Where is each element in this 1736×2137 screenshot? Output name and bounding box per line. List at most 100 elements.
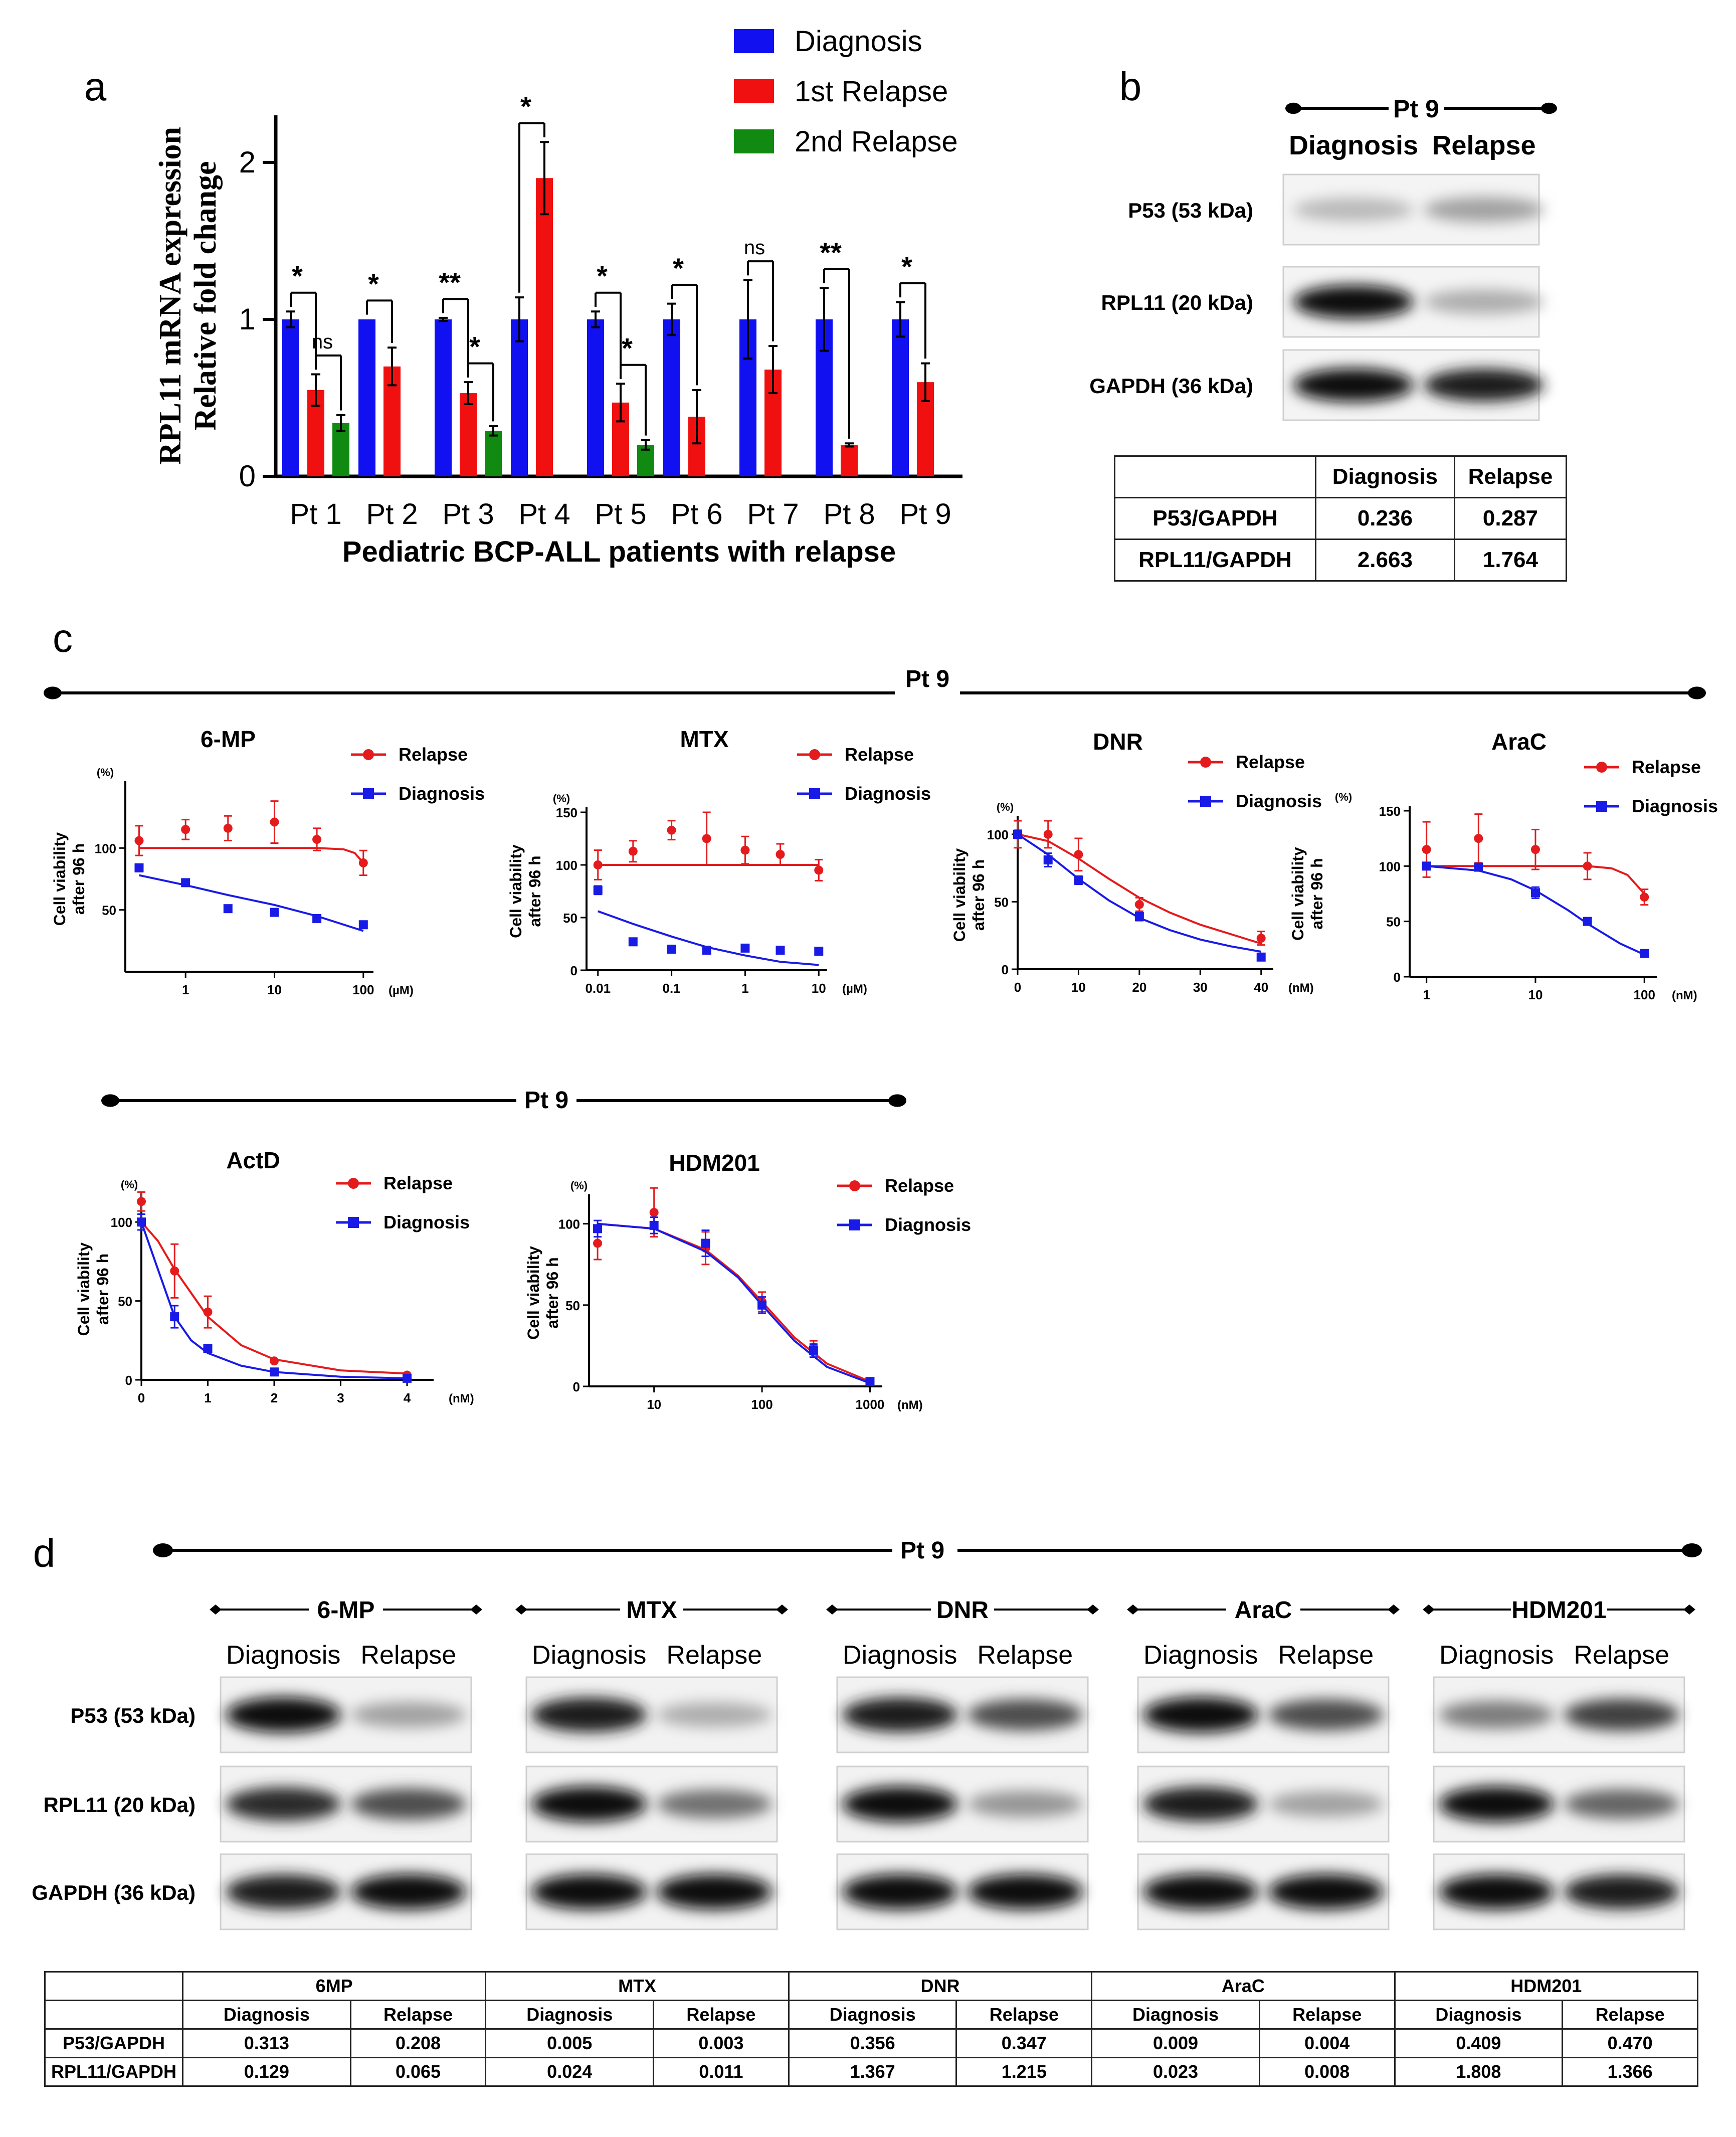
y-tick-label: 150	[556, 805, 577, 820]
table-cell: 0.470	[1562, 2028, 1698, 2058]
legend-marker	[363, 749, 374, 760]
blot-col-label: Diagnosis	[1143, 1641, 1258, 1670]
blot-col-label: Relapse	[1432, 130, 1535, 160]
data-point	[203, 1344, 213, 1353]
legend-label: Diagnosis	[795, 25, 922, 58]
data-point	[181, 825, 190, 834]
sig-label: **	[439, 266, 461, 298]
table-cell: 0.313	[182, 2028, 351, 2058]
blot-band	[842, 1697, 958, 1732]
data-point	[134, 836, 144, 845]
pt9-bracket-d-end-right	[1682, 1543, 1702, 1557]
bar	[511, 319, 528, 476]
blot-band	[1293, 368, 1414, 402]
panel-b-ratio-table: Diagnosis Relapse P53/GAPDH 0.236 0.287 …	[1114, 455, 1568, 582]
label-mask	[1389, 90, 1444, 125]
diamond-icon	[1683, 1605, 1695, 1615]
y-tick-label: 50	[1386, 915, 1401, 930]
data-point	[1530, 845, 1540, 854]
data-point	[1422, 845, 1431, 854]
y-axis-label-line1: Cell viability	[51, 832, 69, 926]
table-cell: 0.208	[349, 2028, 487, 2058]
legend-label: Diagnosis	[383, 1212, 470, 1232]
pt9-bracket-c-end-left	[44, 686, 62, 699]
data-point	[170, 1312, 179, 1322]
pt9-bracket-c2-end-right	[888, 1094, 906, 1107]
table-subheader: Diagnosis	[485, 2000, 655, 2030]
table-row-label: RPL11/GAPDH	[1114, 539, 1316, 582]
pt9-label: Pt 9	[1393, 95, 1439, 123]
sig-label: *	[469, 331, 480, 363]
panel-label-c: c	[53, 616, 73, 660]
x-tick-label: 10	[267, 982, 282, 997]
table-corner-cell	[44, 2000, 183, 2030]
legend-label: Diagnosis	[885, 1214, 971, 1235]
data-point	[1043, 829, 1053, 839]
y-tick-label: 100	[987, 827, 1009, 842]
diamond-icon	[776, 1605, 788, 1615]
blot-row-label: GAPDH (36 kDa)	[1089, 374, 1253, 398]
legend-marker	[809, 788, 820, 799]
y-unit-label: (%)	[97, 766, 114, 779]
blot-col-label: Diagnosis	[1439, 1641, 1554, 1670]
data-point	[223, 823, 233, 833]
y-unit-label: (%)	[121, 1178, 138, 1191]
legend-label: Relapse	[399, 744, 468, 765]
y-unit-label: (%)	[570, 1179, 588, 1192]
diamond-icon	[1423, 1605, 1435, 1615]
label-mask	[516, 1083, 576, 1118]
blot-band	[1564, 1874, 1679, 1909]
blot-band	[1439, 1786, 1555, 1822]
y-axis-label-line1: RPL11 mRNA expression	[153, 127, 187, 465]
x-tick-label: Pt 1	[290, 498, 341, 530]
data-point	[203, 1307, 213, 1317]
pt9-bracket-b-end-left	[1285, 102, 1301, 114]
pt9-label: Pt 9	[900, 1537, 944, 1564]
y-tick-label: 0	[570, 963, 577, 978]
legend-marker	[1596, 762, 1607, 773]
data-point	[667, 945, 676, 954]
table-subheader: Relapse	[349, 2000, 487, 2030]
pt9-bracket-d-end-left	[153, 1543, 173, 1557]
blot-band	[1143, 1874, 1259, 1910]
table-cell: 1.366	[1562, 2057, 1698, 2087]
blot-band	[350, 1702, 466, 1728]
sig-label: *	[368, 268, 379, 299]
legend-marker	[1596, 801, 1607, 812]
data-point	[1013, 829, 1022, 839]
panel-label-b: b	[1119, 64, 1142, 109]
blot-band	[967, 1791, 1083, 1818]
legend-label: Relapse	[845, 744, 914, 765]
fit-curve	[140, 1221, 408, 1375]
data-point	[270, 1356, 279, 1366]
fit-curve	[597, 1222, 871, 1384]
data-point	[270, 908, 279, 917]
blot-col-label: Diagnosis	[532, 1641, 646, 1670]
table-cell: 0.356	[788, 2028, 957, 2058]
y-tick-label: 0	[239, 459, 256, 493]
chart-title: DNR	[1093, 729, 1143, 755]
blot-col-label: Diagnosis	[226, 1641, 340, 1670]
x-unit-label: (µM)	[842, 982, 867, 996]
table-header-cell: Relapse	[1453, 455, 1568, 498]
fit-curve	[139, 847, 364, 864]
blot-band	[350, 1874, 466, 1910]
diamond-icon	[826, 1605, 838, 1615]
x-tick-label: 30	[1193, 980, 1208, 995]
legend-swatch	[734, 79, 774, 103]
data-point	[1074, 875, 1083, 885]
fit-curve	[139, 874, 364, 932]
data-point	[1474, 834, 1483, 843]
data-point	[181, 878, 190, 887]
x-tick-label: 100	[1634, 987, 1655, 1002]
sig-label: *	[673, 252, 684, 284]
diamond-icon	[1127, 1605, 1139, 1615]
y-axis-label-line2: after 96 h	[1308, 858, 1326, 929]
bar	[332, 423, 349, 476]
blot-row-label: P53 (53 kDa)	[70, 1704, 196, 1727]
data-point	[1043, 855, 1053, 865]
data-point	[223, 904, 233, 914]
data-point	[1640, 893, 1649, 902]
data-point	[1134, 912, 1144, 922]
